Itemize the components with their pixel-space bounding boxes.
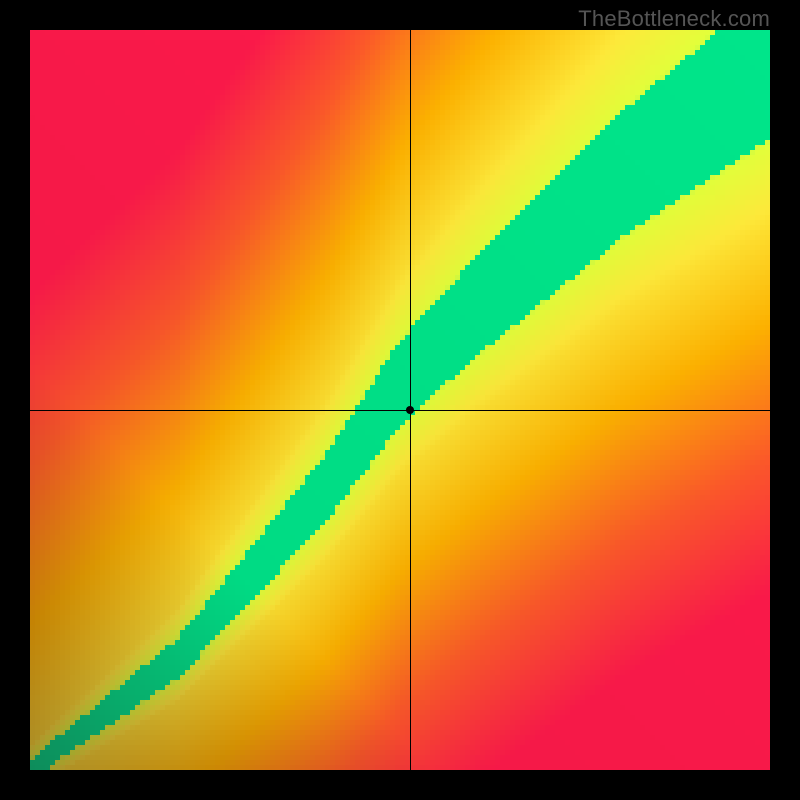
watermark-text: TheBottleneck.com xyxy=(578,6,770,32)
crosshair-vertical xyxy=(410,30,411,770)
heatmap-canvas xyxy=(30,30,770,770)
heatmap-plot xyxy=(30,30,770,770)
crosshair-horizontal xyxy=(30,410,770,411)
crosshair-dot xyxy=(406,406,414,414)
